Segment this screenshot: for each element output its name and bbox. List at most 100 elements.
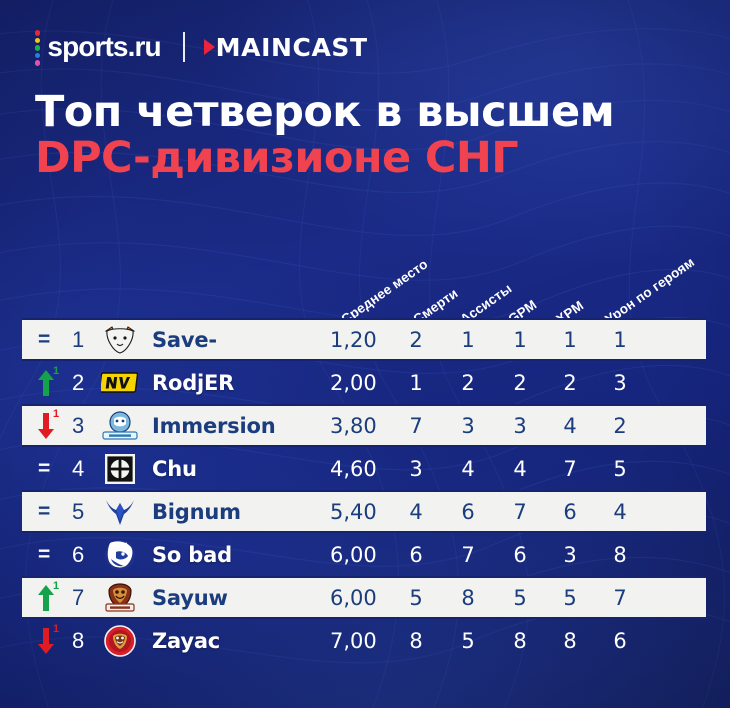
- page-title: Топ четверок в высшем DPC-дивизионе СНГ: [35, 87, 615, 183]
- row-cells: = 4 Chu 4,60 3 4 4 7 5: [0, 447, 730, 490]
- column-header-hero-damage: Урон по героям: [602, 254, 698, 327]
- title-line-2: DPC-дивизионе СНГ: [35, 132, 519, 183]
- stat-hero_damage: 6: [613, 628, 627, 653]
- team-player-name[interactable]: Sayuw: [152, 585, 228, 610]
- stat-gpm: 3: [513, 413, 527, 438]
- movement-delta: 1: [53, 364, 60, 377]
- stat-deaths: 4: [409, 499, 423, 524]
- team-player-name[interactable]: Chu: [152, 456, 197, 481]
- akdeniz-logo: [100, 409, 140, 443]
- stat-assists: 1: [461, 327, 475, 352]
- stat-avg_place: 6,00: [330, 542, 377, 567]
- stat-deaths: 7: [409, 413, 423, 438]
- row-cells: = 6 So bad 6,00 6 7 6 3 8: [0, 533, 730, 576]
- team-player-name[interactable]: RodjER: [152, 370, 235, 395]
- title-line-1: Топ четверок в высшем: [35, 87, 615, 137]
- row-cells: = 1 Save- 1,20 2 1 1 1 1: [0, 318, 730, 361]
- stat-gpm: 1: [513, 327, 527, 352]
- movement-indicator-down: 1: [38, 404, 72, 447]
- row-background: [22, 576, 706, 619]
- stat-avg_place: 6,00: [330, 585, 377, 610]
- stat-gpm: 5: [513, 585, 527, 610]
- team-player-name[interactable]: Immersion: [152, 413, 276, 438]
- movement-indicator-up: 1: [38, 361, 72, 404]
- table-row[interactable]: = 5 Bignum 5,40 4 6 7 6 4: [0, 490, 730, 533]
- rank-number: 3: [72, 412, 85, 438]
- team-player-name[interactable]: So bad: [152, 542, 232, 567]
- stat-hero_damage: 2: [613, 413, 627, 438]
- table-row[interactable]: = 1 Save- 1,20 2 1 1 1 1: [0, 318, 730, 361]
- play-triangle-icon: [203, 39, 215, 55]
- equals-icon: =: [38, 542, 51, 566]
- movement-delta: 1: [53, 407, 60, 420]
- movement-indicator-down: 1: [38, 619, 72, 662]
- stat-xpm: 2: [563, 370, 577, 395]
- movement-indicator-equal: =: [38, 533, 72, 576]
- red-round-crest-logo: [100, 624, 140, 658]
- sports-ru-dots-icon: [35, 28, 41, 66]
- brand-divider: [182, 32, 185, 62]
- hellbear-dog-logo: [100, 323, 140, 357]
- rank-number: 7: [72, 584, 85, 610]
- stat-deaths: 1: [409, 370, 423, 395]
- stat-avg_place: 7,00: [330, 628, 377, 653]
- stat-gpm: 8: [513, 628, 527, 653]
- stat-hero_damage: 4: [613, 499, 627, 524]
- stat-hero_damage: 5: [613, 456, 627, 481]
- stat-avg_place: 2,00: [330, 370, 377, 395]
- stat-gpm: 7: [513, 499, 527, 524]
- movement-delta: 1: [53, 579, 60, 592]
- stat-xpm: 3: [563, 542, 577, 567]
- stat-deaths: 6: [409, 542, 423, 567]
- stat-gpm: 6: [513, 542, 527, 567]
- team-player-name[interactable]: Save-: [152, 327, 217, 352]
- horns-v-logo: [100, 495, 140, 529]
- stat-gpm: 2: [513, 370, 527, 395]
- stat-deaths: 5: [409, 585, 423, 610]
- arrow-up-icon: 1: [38, 365, 59, 396]
- stat-assists: 7: [461, 542, 475, 567]
- stat-assists: 6: [461, 499, 475, 524]
- rank-number: 1: [72, 326, 85, 352]
- equals-icon: =: [38, 456, 51, 480]
- movement-indicator-up: 1: [38, 576, 72, 619]
- sports-ru-logo[interactable]: sports.ru: [35, 28, 162, 66]
- rank-number: 2: [72, 369, 85, 395]
- stat-xpm: 1: [563, 327, 577, 352]
- stat-hero_damage: 3: [613, 370, 627, 395]
- table-row[interactable]: = 6 So bad 6,00 6 7 6 3 8: [0, 533, 730, 576]
- navi-logo: [100, 366, 140, 400]
- stat-hero_damage: 1: [613, 327, 627, 352]
- row-cells: = 5 Bignum 5,40 4 6 7 6 4: [0, 490, 730, 533]
- stat-assists: 4: [461, 456, 475, 481]
- stat-assists: 2: [461, 370, 475, 395]
- movement-indicator-equal: =: [38, 447, 72, 490]
- rank-number: 4: [72, 455, 85, 481]
- wolf-head-logo: [100, 538, 140, 572]
- stat-deaths: 8: [409, 628, 423, 653]
- maincast-logo[interactable]: MAINCAST: [203, 32, 368, 62]
- stat-avg_place: 4,60: [330, 456, 377, 481]
- movement-delta: 1: [53, 622, 60, 635]
- brand-bar: sports.ru MAINCAST: [35, 28, 368, 66]
- table-row[interactable]: = 4 Chu 4,60 3 4 4 7 5: [0, 447, 730, 490]
- arrow-down-icon: 1: [38, 408, 59, 439]
- team-player-name[interactable]: Zayac: [152, 628, 221, 653]
- stat-avg_place: 5,40: [330, 499, 377, 524]
- stat-xpm: 5: [563, 585, 577, 610]
- rank-number: 8: [72, 627, 85, 653]
- stat-xpm: 4: [563, 413, 577, 438]
- maincast-wordmark: MAINCAST: [215, 32, 368, 62]
- crosshair-square-logo: [100, 452, 140, 486]
- team-player-name[interactable]: Bignum: [152, 499, 241, 524]
- movement-indicator-equal: =: [38, 490, 72, 533]
